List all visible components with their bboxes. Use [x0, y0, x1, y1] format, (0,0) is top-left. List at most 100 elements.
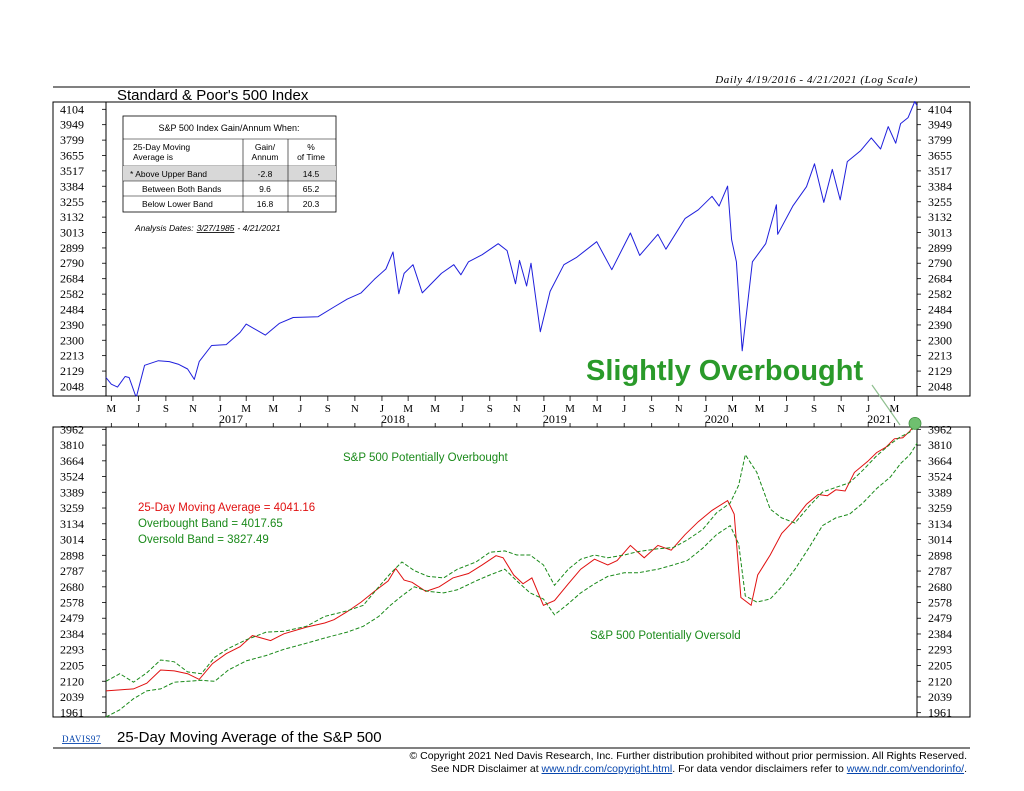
stats-row-label: Between Both Bands	[142, 184, 221, 194]
x-tick-label: M	[106, 403, 116, 415]
stats-row-pct: 20.3	[303, 199, 320, 209]
stats-table-title: S&P 500 Index Gain/Annum When:	[159, 123, 300, 133]
y-tick-label: 2205	[928, 658, 952, 672]
y-tick-label: 2300	[60, 333, 84, 347]
x-tick-label: N	[189, 403, 197, 415]
y-tick-label: 2578	[60, 595, 84, 609]
y-tick-label: 2384	[60, 627, 84, 641]
y-tick-label: 3524	[928, 470, 952, 484]
x-year-label: 2019	[543, 412, 567, 426]
y-tick-label: 2790	[60, 256, 84, 270]
stats-col-header-2: Gain/Annum	[252, 142, 279, 162]
x-tick-label: N	[837, 403, 845, 415]
y-tick-label: 2390	[928, 318, 952, 332]
vendorinfo-link[interactable]: www.ndr.com/vendorinfo/	[846, 763, 965, 775]
price-series	[105, 101, 918, 397]
moving-average-line	[105, 421, 918, 692]
copyright-link[interactable]: www.ndr.com/copyright.html	[541, 763, 673, 775]
y-tick-label: 2684	[60, 272, 84, 286]
y-tick-label: 2787	[928, 564, 952, 578]
legend-overbought-band: Overbought Band = 4017.65	[138, 518, 283, 530]
y-tick-label: 2484	[928, 303, 952, 317]
disclaimer-text-c: .	[964, 763, 967, 775]
source-code-link[interactable]: DAVIS97	[62, 734, 101, 744]
x-tick-label: N	[351, 403, 359, 415]
x-year-label: 2020	[705, 412, 729, 426]
y-tick-label: 2213	[928, 349, 952, 363]
y-tick-label: 3132	[928, 210, 952, 224]
y-tick-label: 1961	[60, 706, 84, 720]
x-tick-label: M	[241, 403, 251, 415]
stats-row-pct: 14.5	[303, 169, 320, 179]
stats-row-gain: 9.6	[259, 184, 271, 194]
x-tick-label: J	[622, 403, 627, 415]
y-tick-label: 2790	[928, 256, 952, 270]
y-tick-label: 2479	[928, 611, 952, 625]
y-tick-label: 3664	[60, 454, 84, 468]
x-tick-label: J	[542, 403, 547, 415]
disclaimer-text-a: See NDR Disclaimer at	[430, 763, 539, 775]
x-tick-label: J	[298, 403, 303, 415]
legend-moving-average: 25-Day Moving Average = 4041.16	[138, 502, 315, 514]
y-tick-label: 3524	[60, 470, 84, 484]
x-tick-label: S	[487, 403, 493, 415]
stats-row-pct: 65.2	[303, 184, 320, 194]
y-tick-label: 3013	[60, 226, 84, 240]
y-tick-label: 3014	[928, 533, 952, 547]
y-tick-label: 2484	[60, 303, 84, 317]
y-tick-label: 2129	[928, 364, 952, 378]
y-tick-label: 3655	[60, 149, 84, 163]
x-tick-label: M	[728, 403, 738, 415]
x-tick-label: S	[325, 403, 331, 415]
x-tick-label: N	[675, 403, 683, 415]
stats-row-label: Below Lower Band	[142, 199, 213, 209]
y-tick-label: 3962	[60, 422, 84, 436]
annotation-oversold: S&P 500 Potentially Oversold	[590, 630, 741, 642]
legend-oversold-band: Oversold Band = 3827.49	[138, 534, 269, 546]
stats-row-gain: -2.8	[258, 169, 273, 179]
x-year-label: 2017	[219, 412, 243, 426]
disclaimer-text-b: . For data vendor disclaimers refer to	[672, 763, 844, 775]
price-line	[105, 101, 918, 397]
y-tick-label: 3134	[928, 517, 952, 531]
y-tick-label: 3517	[60, 164, 84, 178]
y-tick-label: 3655	[928, 149, 952, 163]
y-tick-label: 2048	[60, 380, 84, 394]
x-tick-label: J	[784, 403, 789, 415]
period-note: Daily 4/19/2016 - 4/21/2021 (Log Scale)	[714, 74, 918, 86]
overbought-marker	[908, 416, 922, 430]
y-tick-label: 4104	[60, 102, 84, 116]
y-tick-label: 1961	[928, 706, 952, 720]
y-tick-label: 3255	[928, 195, 952, 209]
y-tick-label: 3799	[60, 133, 84, 147]
top-chart-title: Standard & Poor's 500 Index	[117, 87, 309, 104]
y-tick-label: 2899	[60, 241, 84, 255]
y-tick-label: 3949	[928, 118, 952, 132]
y-tick-label: 2039	[928, 690, 952, 704]
x-tick-label: J	[866, 403, 871, 415]
analysis-dates-label: Analysis Dates: 3/27/1985- 4/21/2021	[134, 223, 281, 233]
y-tick-label: 2293	[928, 643, 952, 657]
y-tick-label: 2578	[928, 595, 952, 609]
y-tick-label: 3384	[928, 179, 952, 193]
y-tick-label: 2680	[60, 580, 84, 594]
y-tick-label: 2582	[60, 287, 84, 301]
x-tick-label: M	[430, 403, 440, 415]
x-tick-label: M	[565, 403, 575, 415]
annotation-overbought: S&P 500 Potentially Overbought	[343, 452, 509, 464]
bottom-panel-frame	[52, 426, 971, 718]
y-tick-label: 2120	[928, 674, 952, 688]
x-tick-label: J	[136, 403, 141, 415]
y-tick-label: 3962	[928, 422, 952, 436]
stats-col-header-1: 25-Day Moving Average is	[133, 142, 190, 162]
callout-slightly-overbought: Slightly Overbought	[586, 355, 863, 387]
x-tick-label: N	[513, 403, 521, 415]
overbought-band-line	[105, 423, 918, 683]
y-tick-label: 2213	[60, 349, 84, 363]
y-tick-label: 2300	[928, 333, 952, 347]
y-tick-label: 2205	[60, 658, 84, 672]
y-tick-label: 3389	[928, 485, 952, 499]
